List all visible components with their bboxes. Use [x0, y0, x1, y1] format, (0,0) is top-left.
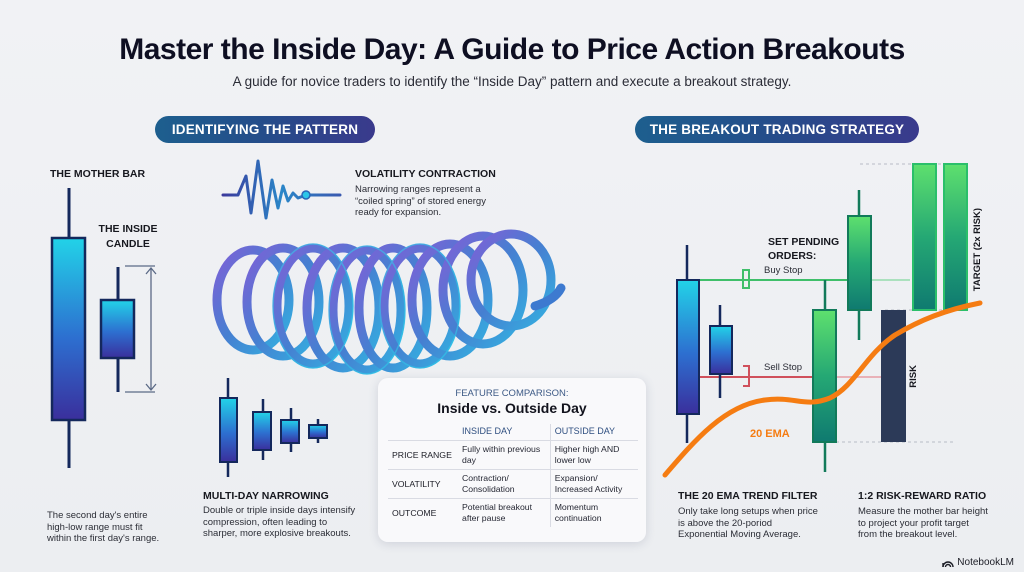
risk-reward-line: from the breakout level.	[858, 529, 958, 540]
target-label: TARGET (2x RISK)	[972, 208, 983, 292]
risk-reward-title: 1:2 RISK-REWARD RATIO	[858, 490, 987, 502]
inside-candle-label-line2: CANDLE	[106, 238, 150, 250]
mother-bar-caption: The second day's entire high-low range m…	[47, 510, 159, 545]
pending-orders-line2: ORDERS:	[768, 250, 817, 262]
comparison-table: INSIDE DAY OUTSIDE DAY PRICE RANGE Fully…	[388, 424, 638, 527]
ema-filter-line: Only take long setups when price	[678, 506, 818, 517]
ema-filter-text: Only take long setups when price is abov…	[678, 506, 818, 541]
volatility-title: VOLATILITY CONTRACTION	[355, 168, 496, 180]
column-header	[388, 424, 458, 441]
ema-curve	[662, 300, 983, 478]
breakout-candle	[812, 280, 837, 472]
table-header-row: INSIDE DAY OUTSIDE DAY	[388, 424, 638, 441]
range-measure-arrow	[125, 265, 157, 393]
multi-day-line: compression, often leading to	[203, 516, 328, 528]
column-header-outside: OUTSIDE DAY	[549, 424, 638, 441]
feature-comparison-card: FEATURE COMPARISON: Inside vs. Outside D…	[378, 378, 646, 542]
mother-bar-candle	[50, 188, 87, 468]
risk-reward-text: Measure the mother bar height to project…	[858, 506, 988, 541]
volatility-line: Narrowing ranges represent a	[355, 184, 481, 195]
row-feature: VOLATILITY	[388, 469, 458, 499]
row-outside: Momentum continuation	[549, 498, 638, 527]
ema-filter-title: THE 20 EMA TREND FILTER	[678, 490, 818, 502]
multi-day-narrowing-candles	[219, 378, 328, 477]
follow-through-candle	[847, 190, 872, 340]
inside-candle-label: THE INSIDE CANDLE	[93, 223, 163, 250]
volatility-line: “coiled spring” of stored energy	[355, 195, 486, 207]
volatility-line: ready for expansion.	[355, 207, 442, 218]
target-bar-2	[943, 163, 968, 311]
caption-line: The second day's entire	[47, 510, 148, 521]
ema-label: 20 EMA	[750, 428, 790, 440]
row-feature: PRICE RANGE	[388, 440, 458, 470]
inside-candle-label-line1: THE INSIDE	[98, 223, 158, 235]
risk-reward-block: 1:2 RISK-REWARD RATIO Measure the mother…	[858, 490, 988, 541]
risk-reward-line: to project your profit target	[858, 517, 969, 529]
caption-line: high-low range must fit	[47, 521, 143, 533]
pending-orders-line1: SET PENDING	[768, 236, 840, 248]
row-outside: Higher high AND lower low	[549, 440, 638, 470]
volatility-wave-icon	[221, 159, 342, 220]
multi-day-narrowing-block: MULTI-DAY NARROWING Double or triple ins…	[203, 490, 355, 540]
ema-filter-line: Exponential Moving Average.	[678, 529, 801, 540]
sell-stop-line	[700, 365, 887, 387]
caption-line: within the first day's range.	[47, 533, 160, 544]
risk-reward-line: Measure the mother bar height	[858, 506, 988, 517]
volatility-text: Narrowing ranges represent a “coiled spr…	[355, 184, 496, 219]
section-pill-identifying: IDENTIFYING THE PATTERN	[155, 116, 375, 143]
section-pill-strategy: THE BREAKOUT TRADING STRATEGY	[635, 116, 919, 143]
multi-day-text: Double or triple inside days intensify c…	[203, 505, 355, 540]
row-inside: Fully within previous day	[458, 440, 551, 470]
notebooklm-logo-icon	[942, 560, 954, 567]
row-inside: Contraction/ Consolidation	[458, 469, 551, 499]
row-inside: Potential breakout after pause	[458, 498, 551, 527]
target-bar-1	[912, 163, 937, 311]
row-outside: Expansion/ Increased Activity	[549, 469, 638, 499]
ema-trend-filter-block: THE 20 EMA TREND FILTER Only take long s…	[678, 490, 818, 541]
page-subtitle: A guide for novice traders to identify t…	[232, 74, 792, 89]
brand-name: NotebookLM	[957, 557, 1014, 568]
coiled-spring-illustration	[212, 229, 566, 375]
column-header-inside: INSIDE DAY	[462, 426, 513, 436]
card-title: Inside vs. Outside Day	[437, 400, 587, 416]
inside-candle	[99, 267, 136, 392]
breakout-strategy-diagram	[662, 163, 983, 478]
strategy-mother-bar	[676, 245, 700, 443]
row-feature: OUTCOME	[388, 498, 458, 527]
sell-stop-label: Sell Stop	[764, 362, 803, 373]
multi-day-title: MULTI-DAY NARROWING	[203, 490, 329, 502]
strategy-inside-bar	[709, 305, 733, 398]
risk-label: RISK	[908, 365, 919, 388]
buy-stop-label: Buy Stop	[764, 265, 803, 276]
table-row: VOLATILITY Contraction/ Consolidation Ex…	[388, 469, 638, 499]
volatility-contraction-block: VOLATILITY CONTRACTION Narrowing ranges …	[355, 168, 496, 219]
mother-bar-label: THE MOTHER BAR	[50, 168, 146, 180]
table-row: OUTCOME Potential breakout after pause M…	[388, 498, 638, 527]
pending-orders-label: SET PENDING ORDERS:	[768, 235, 839, 263]
ema-filter-line: is above the 20-poriod	[678, 517, 773, 529]
table-row: PRICE RANGE Fully within previous day Hi…	[388, 440, 638, 470]
page-title: Master the Inside Day: A Guide to Price …	[119, 33, 905, 66]
multi-day-line: Double or triple inside days intensify	[203, 505, 356, 516]
mother-inside-candles-diagram	[50, 188, 157, 468]
multi-day-line: sharper, more explosive breakouts.	[203, 528, 351, 539]
notebooklm-brand: NotebookLM	[942, 557, 1014, 568]
card-kicker: FEATURE COMPARISON:	[455, 388, 569, 399]
